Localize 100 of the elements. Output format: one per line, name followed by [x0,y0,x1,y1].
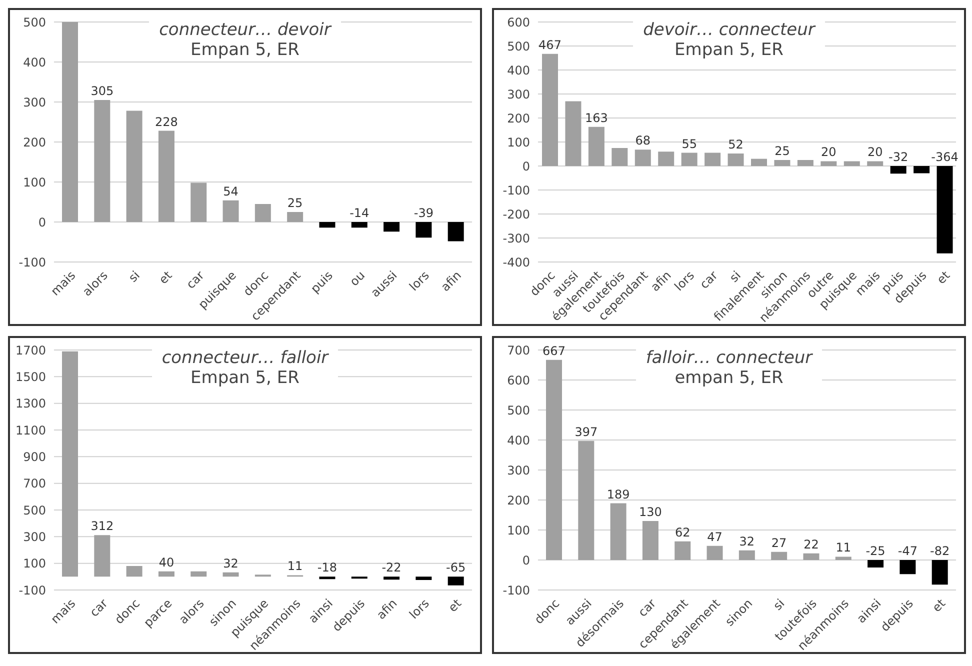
y-tick-label: 400 [507,433,530,448]
bar [797,160,814,166]
bar [610,503,626,560]
y-tick-label: -300 [502,231,530,246]
bar [546,360,562,560]
x-tick-label: afin [648,268,674,294]
bar [868,560,884,568]
bar [448,222,464,242]
y-tick-label: 300 [23,95,46,110]
x-tick-label: lors [406,596,432,622]
y-tick-label: 1500 [15,370,46,384]
bar [416,576,432,580]
x-tick-label: et [930,596,948,615]
y-tick-label: -100 [18,255,46,270]
bar [222,200,239,222]
bar [565,101,582,166]
x-tick-label: car [697,268,720,292]
x-tick-label: lors [406,268,432,294]
data-label: 189 [606,487,630,502]
y-tick-label: -100 [502,183,530,198]
bar [774,160,790,166]
data-label: 68 [635,134,651,148]
y-tick-label: 100 [23,175,46,190]
y-tick-label: 200 [507,493,530,508]
bar [835,556,852,560]
data-label: -364 [931,150,958,164]
chart-title: falloir… connecteur [646,348,812,368]
y-tick-label: -100 [502,583,530,598]
bar [254,204,271,222]
bar [126,110,142,222]
data-label: 305 [90,84,114,98]
text: Empan 5, ER [674,40,784,60]
y-tick-label: 600 [507,373,530,388]
y-tick-label: 1700 [15,343,46,358]
y-tick-label: 100 [507,523,530,538]
data-label: -65 [446,560,466,575]
y-tick-label: 500 [507,39,530,54]
data-label: 32 [739,534,755,548]
data-label: 11 [287,559,303,574]
bar [634,150,651,166]
data-label: 163 [584,110,608,125]
bar [728,154,744,166]
bar [416,222,432,238]
y-tick-label: 100 [507,135,530,150]
bar [900,560,916,574]
y-tick-label: 700 [507,343,530,358]
text: empan 5, ER [674,368,784,388]
y-tick-label: 500 [23,15,46,30]
bar [351,222,368,228]
bar [914,166,930,174]
bar [384,222,400,232]
data-label: 228 [155,114,178,129]
data-label: -14 [350,206,370,220]
x-tick-label: et [934,268,953,287]
bar [126,566,142,577]
y-tick-label: 1100 [15,423,46,438]
x-tick-label: lors [672,268,698,294]
y-tick-label: 400 [507,63,530,78]
bar [222,572,239,577]
data-label: 20 [821,145,836,160]
chart-title: connecteur… falloir [162,348,328,368]
bar [448,576,464,586]
bar [62,351,78,577]
y-tick-label: 600 [507,15,530,30]
data-label: 130 [639,505,662,519]
y-tick-label: 700 [23,476,46,491]
bar [771,552,788,560]
y-tick-label: 200 [507,111,530,126]
bar [158,130,174,222]
data-label: 52 [728,138,744,152]
bar [62,22,78,222]
data-label: 312 [90,519,114,534]
data-label: -82 [930,544,950,558]
data-label: 54 [223,184,238,198]
text: Empan 5, ER [190,368,300,388]
data-label: 467 [538,38,562,52]
y-tick-label: 900 [23,450,46,464]
data-label: 667 [542,344,566,358]
x-tick-label: afin [374,596,400,622]
data-label: -22 [382,560,402,575]
y-tick-label: 0 [522,159,530,174]
bar [158,571,174,577]
chart-title: connecteur… devoir [159,20,331,40]
y-tick-label: 100 [23,556,46,571]
y-tick-label: -200 [502,207,530,222]
data-label: 20 [867,145,883,160]
bar [319,576,336,580]
bar [738,550,755,560]
data-label: 22 [804,537,819,552]
bar [751,158,767,166]
bar [681,152,698,166]
y-tick-label: 0 [522,553,530,568]
data-label: 32 [223,556,238,570]
x-tick-label: et [446,596,464,615]
bar [658,152,674,166]
bar [674,541,691,560]
data-label: 47 [707,530,722,544]
bar [94,100,110,222]
data-label: -39 [414,206,434,220]
bar [319,222,336,228]
